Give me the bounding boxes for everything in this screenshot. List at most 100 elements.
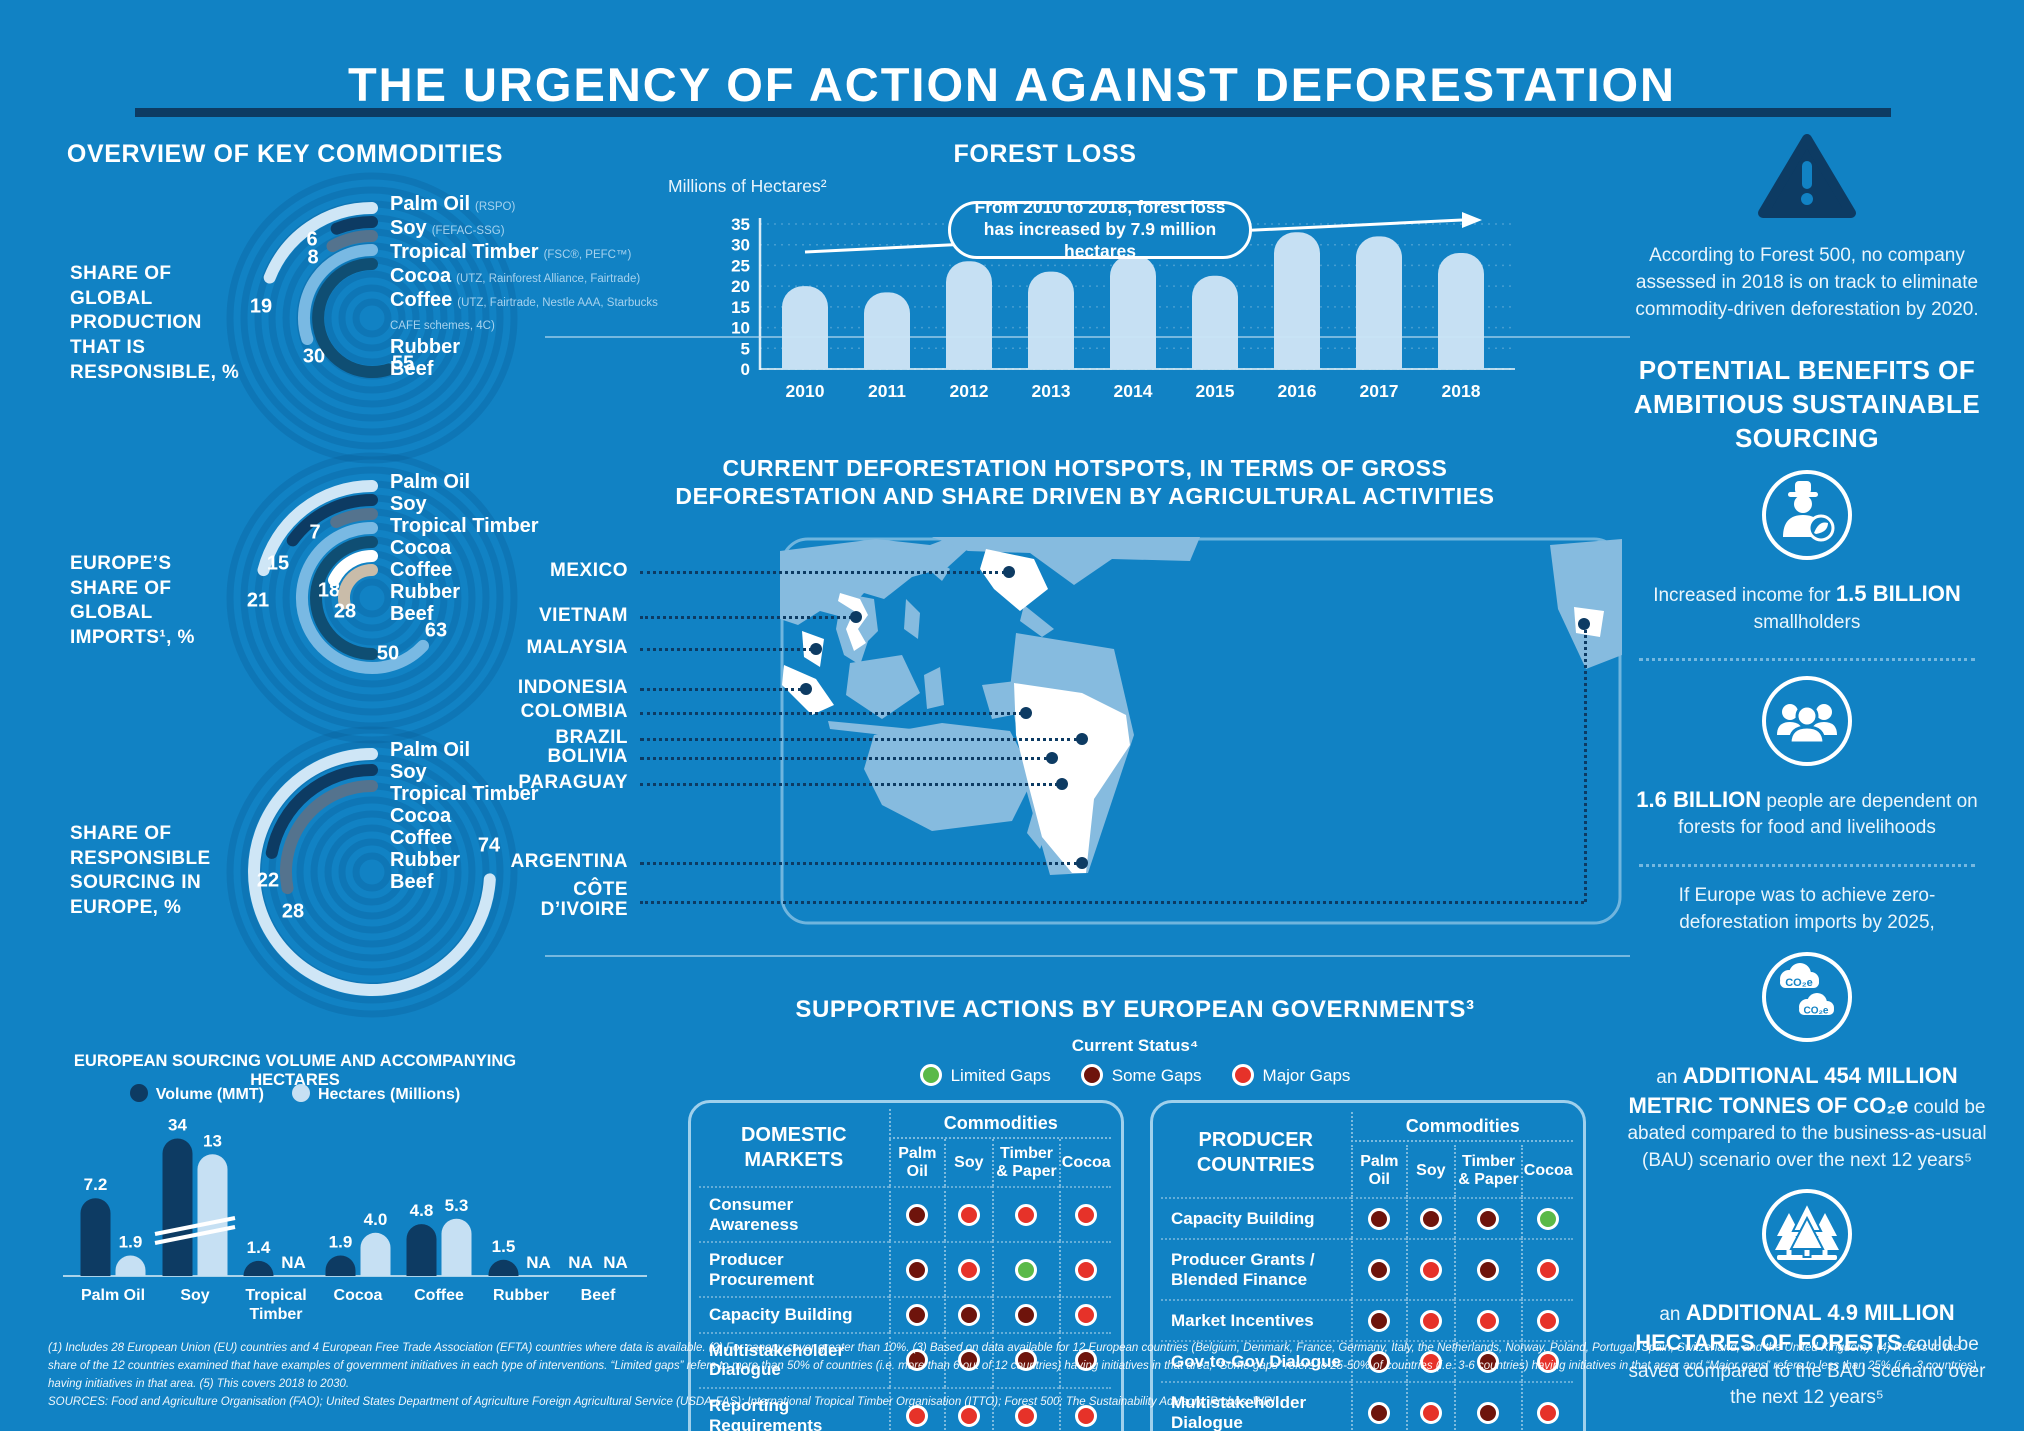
hotspots-heading-line2: DEFORESTATION AND SHARE DRIVEN BY AGRICU… <box>675 482 1495 509</box>
sourcing-bar-chart: 7.2 1.9 Palm Oil 34 13 Soy 1.4 NA Tropical Timber… <box>55 1116 655 1336</box>
status-dot-some <box>1015 1304 1038 1327</box>
commodity-label: Rubber <box>390 849 460 871</box>
government-actions-tables: DOMESTIC MARKETS Commodities Palm Oil Soy Ti… <box>688 1100 1586 1431</box>
svg-text:Soy: Soy <box>180 1287 209 1304</box>
status-dot-some <box>957 1304 980 1327</box>
commodity-label: Tropical Timber <box>390 515 539 537</box>
europe_imports-title: EUROPE’S SHARE OF GLOBAL IMPORTS¹, % <box>70 553 195 649</box>
europe_imports-value: 28 <box>334 600 356 622</box>
commodities-header: Commodities <box>888 1109 1111 1139</box>
status-dot-some <box>1477 1207 1500 1230</box>
status-dot-major <box>1075 1258 1098 1281</box>
status-cell <box>1059 1296 1111 1332</box>
production_share-title: SHARE OF GLOBAL PRODUCTION THAT IS RESPO… <box>70 263 240 383</box>
svg-text:2013: 2013 <box>1032 381 1071 401</box>
leader-line <box>640 688 802 691</box>
svg-text:2015: 2015 <box>1196 381 1235 401</box>
svg-text:Palm Oil: Palm Oil <box>81 1287 145 1304</box>
country-label-indonesia: INDONESIA <box>517 677 628 698</box>
status-cell <box>991 1387 1060 1431</box>
svg-text:34: 34 <box>168 1116 187 1135</box>
europe_imports-value: 7 <box>309 521 320 543</box>
commodity-label: Soy (FEFAC-SSG) <box>390 217 505 239</box>
europe_imports-ring-coffee <box>310 536 378 660</box>
hotspots-heading: CURRENT DEFORESTATION HOTSPOTS, IN TERMS… <box>540 455 1630 510</box>
column-header: Soy <box>1406 1144 1453 1198</box>
leader-line <box>640 862 1078 865</box>
forest-loss-chart: 0 5 10 15 20 25 30 35 2010 2011 2012 2013 2014 2015 2… <box>720 168 1530 425</box>
table-row-label: Capacity Building <box>699 1296 889 1332</box>
borneo-landmass <box>846 655 920 719</box>
australia-landmass <box>864 723 1034 831</box>
sulawesi-landmass <box>924 667 944 709</box>
bar-Hectares (Millions)-Coffee <box>441 1218 472 1276</box>
status-cell <box>1453 1197 1522 1239</box>
status-cell <box>991 1186 1060 1242</box>
status-cell <box>944 1387 992 1431</box>
status-dot-major <box>1075 1304 1098 1327</box>
commodity-label: Coffee <box>390 559 453 581</box>
forest-loss-bar-2017 <box>1356 236 1402 369</box>
world-map <box>780 537 1622 925</box>
people-icon <box>1759 661 1855 774</box>
status-legend-item: Limited Gaps <box>919 1064 1051 1086</box>
mexico-shape <box>980 549 1048 611</box>
philippines-landmass <box>904 599 920 639</box>
north-america-landmass <box>932 537 1200 585</box>
status-dot-limited <box>1537 1207 1560 1230</box>
co2-icon: CO₂e CO₂e <box>1759 937 1855 1050</box>
hotspot-dot-colombia <box>1020 707 1032 719</box>
status-dot-some <box>906 1203 929 1226</box>
right-column: According to Forest 500, no company asse… <box>1616 133 1998 1411</box>
forest-loss-ylabel: Millions of Hectares² <box>668 176 827 196</box>
status-dot-some <box>1368 1309 1391 1332</box>
table-row-label: Market Incentives <box>1161 1299 1351 1340</box>
production_share-ring-soy <box>330 215 378 235</box>
status-cell <box>1350 1381 1407 1431</box>
europe_imports-ring-palm-oil <box>257 480 378 577</box>
europe_imports-value: 15 <box>267 552 289 574</box>
leader-line <box>640 783 1058 786</box>
forest-loss-callout: From 2010 to 2018, forest loss has incre… <box>948 197 1252 261</box>
status-legend-item: Some Gaps <box>1080 1064 1202 1086</box>
status-dot-major <box>957 1404 980 1427</box>
status-cell <box>1350 1197 1407 1239</box>
bar-Hectares (Millions)-Soy <box>197 1154 228 1276</box>
svg-text:2014: 2014 <box>1114 381 1153 401</box>
sourcing-chart-legend: Volume (MMT) Hectares (Millions) <box>55 1084 535 1104</box>
status-dot-major <box>1537 1350 1560 1373</box>
asia-landmass <box>780 539 970 625</box>
status-dot-major <box>1419 1401 1442 1424</box>
status-dot-some <box>1075 1349 1098 1372</box>
status-cell <box>1521 1299 1573 1341</box>
europe_imports-ring-cocoa <box>295 522 429 674</box>
svg-text:CO₂e: CO₂e <box>1803 1005 1828 1016</box>
europe_imports-ring-beef <box>338 564 378 610</box>
status-cell <box>991 1241 1060 1297</box>
svg-text:4.8: 4.8 <box>410 1201 434 1220</box>
status-dot-some <box>1080 1064 1103 1086</box>
status-dot-some <box>1015 1349 1038 1372</box>
svg-text:5.3: 5.3 <box>445 1196 469 1215</box>
responsible_sourcing-value: 74 <box>478 834 501 856</box>
column-header: Cocoa <box>1521 1144 1573 1198</box>
status-cell <box>1406 1197 1454 1239</box>
responsible_sourcing-value: 22 <box>257 869 279 891</box>
commodity-label: Tropical Timber <box>390 783 539 805</box>
trees-icon <box>1759 1174 1855 1287</box>
status-cell <box>991 1331 1060 1388</box>
svg-text:5: 5 <box>741 339 750 358</box>
table-row-label: Consumer Awareness <box>699 1186 889 1241</box>
production_share-value: 19 <box>250 295 272 317</box>
bar-Volume (MMT)-Tropical|Timber <box>243 1260 274 1276</box>
svg-text:2010: 2010 <box>786 381 825 401</box>
europe_imports-value: 18 <box>318 579 340 601</box>
hotspot-dot-malaysia <box>810 643 822 655</box>
map-landmasses <box>780 537 1622 875</box>
column-header: Cocoa <box>1059 1139 1111 1187</box>
europe_imports-ring-soy <box>286 494 378 547</box>
status-cell <box>944 1331 992 1388</box>
trend-arrowhead <box>1462 212 1482 228</box>
